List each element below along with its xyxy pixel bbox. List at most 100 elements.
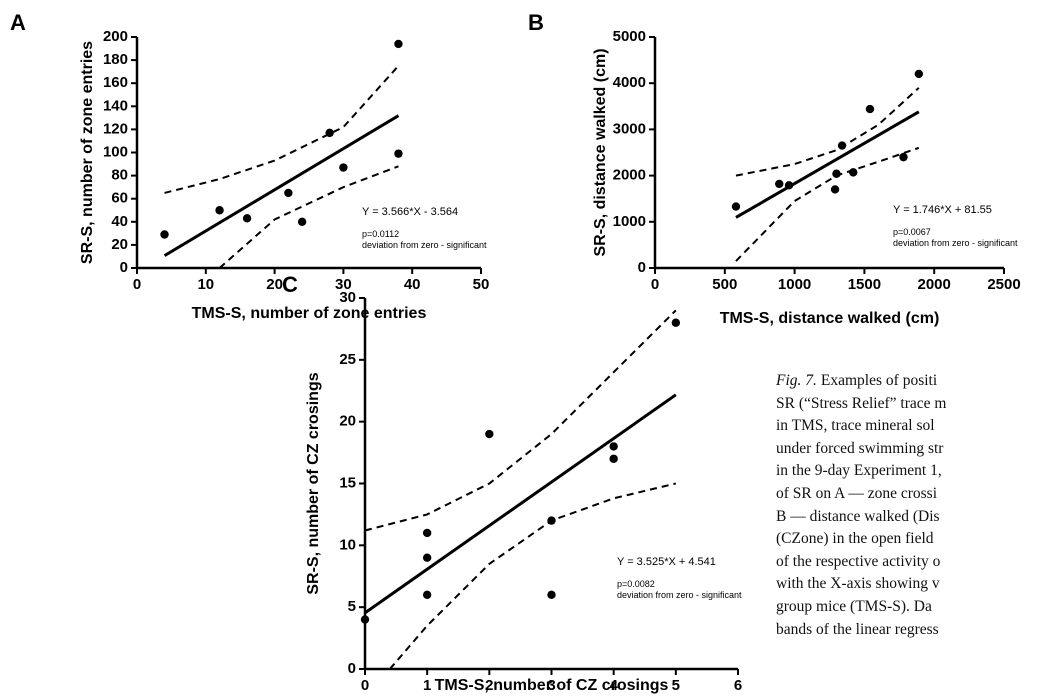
x-axis-title: TMS-S, number of zone entries [192, 305, 427, 322]
x-tick-label: 2500 [987, 276, 1020, 293]
y-tick-label: 3000 [613, 120, 646, 137]
x-tick-label: 20 [266, 276, 283, 293]
x-tick-label: 5 [672, 677, 680, 694]
x-tick-label: 30 [335, 276, 352, 293]
regression-line [735, 110, 920, 219]
panel-label: B [528, 10, 544, 35]
y-tick-label: 180 [103, 51, 128, 68]
y-tick-label: 10 [339, 536, 356, 553]
data-point [830, 185, 840, 194]
annotation: p=0.0112 [362, 229, 399, 239]
caption: Fig. 7. Examples of positi SR (“Stress Rel… [776, 370, 1051, 641]
data-point [360, 615, 370, 624]
x-tick-label: 0 [133, 276, 141, 293]
x-tick-label: 2000 [918, 276, 951, 293]
caption-label: Fig. 7. [776, 372, 817, 389]
caption-line: (CZone) in the open field [776, 528, 1051, 551]
y-tick-label: 30 [339, 289, 356, 306]
y-axis-title: SR-S, distance walked (cm) [592, 48, 609, 256]
data-point [284, 188, 293, 198]
y-tick-label: 4000 [613, 74, 646, 91]
y-tick-label: 1000 [613, 213, 646, 230]
confidence-band-lower [218, 165, 399, 269]
y-tick-label: 140 [103, 97, 128, 114]
data-point [547, 590, 556, 599]
caption-text: bands of the linear regress [776, 620, 939, 638]
y-tick-label: 120 [103, 120, 128, 137]
y-tick-label: 5 [348, 598, 356, 615]
y-tick-label: 40 [111, 213, 128, 230]
y-tick-label: 100 [103, 143, 128, 160]
x-tick-label: 3 [547, 677, 555, 694]
annotation: deviation from zero - significant [893, 238, 1018, 248]
confidence-band-upper [735, 87, 920, 177]
data-point [899, 152, 908, 162]
annotation: Y = 1.746*X + 81.55 [893, 204, 992, 216]
caption-line: of SR on A — zone crossi [776, 483, 1051, 506]
data-point [422, 528, 432, 538]
caption-text: (CZone) in the open field [776, 530, 934, 548]
caption-line: of the respective activity o [776, 551, 1051, 574]
data-point [865, 104, 875, 114]
confidence-band-upper [164, 65, 400, 194]
x-tick-label: 0 [651, 276, 659, 293]
data-point [837, 141, 847, 150]
x-axis-title: TMS-S, number of CZ crosings [435, 677, 669, 694]
x-tick-label: 500 [712, 276, 737, 293]
caption-text: SR (“Stress Relief” trace m [776, 394, 947, 412]
y-tick-label: 80 [111, 167, 128, 184]
regression-line [163, 114, 400, 257]
caption-text: group mice (TMS-S). Da [776, 597, 932, 615]
data-point [160, 230, 169, 239]
caption-line: Fig. 7. Examples of positi [776, 370, 1051, 393]
y-tick-label: 0 [348, 660, 356, 677]
data-point [849, 168, 858, 177]
data-point [485, 429, 494, 439]
caption-line: in TMS, trace mineral sol [776, 415, 1051, 438]
y-tick-label: 60 [111, 190, 128, 207]
data-point [775, 179, 784, 189]
data-point [242, 214, 252, 223]
data-point [832, 169, 841, 178]
x-tick-label: 10 [197, 276, 214, 293]
data-point [325, 128, 334, 138]
annotation: deviation from zero - significant [617, 590, 742, 600]
panel-label: A [10, 10, 26, 35]
caption-text: B — distance walked (Dis [776, 507, 940, 525]
data-point [394, 39, 403, 49]
x-tick-label: 1500 [848, 276, 881, 293]
caption-text: in the 9-day Experiment 1, [776, 462, 942, 480]
y-tick-label: 25 [339, 351, 356, 368]
caption-line: with the X-axis showing v [776, 573, 1051, 596]
data-point [394, 149, 403, 158]
caption-text: under forced swimming str [776, 439, 944, 457]
x-tick-label: 50 [473, 276, 490, 293]
data-point [547, 516, 556, 525]
caption-line: SR (“Stress Relief” trace m [776, 393, 1051, 416]
y-tick-label: 0 [638, 259, 646, 276]
data-point [609, 454, 618, 463]
y-tick-label: 160 [103, 74, 128, 91]
data-point [784, 181, 794, 190]
data-point [297, 217, 307, 226]
x-tick-label: 4 [609, 677, 618, 694]
caption-line: B — distance walked (Dis [776, 506, 1051, 529]
annotation: deviation from zero - significant [362, 240, 487, 250]
y-tick-label: 20 [339, 413, 356, 430]
caption-text: in TMS, trace mineral sol [776, 417, 935, 435]
caption-text: Examples of positi [820, 372, 938, 389]
data-point [422, 553, 432, 562]
panel-label: C [282, 272, 298, 297]
annotation: p=0.0082 [617, 579, 655, 589]
caption-line: under forced swimming str [776, 438, 1051, 461]
data-point [339, 163, 348, 172]
y-tick-label: 200 [103, 28, 128, 45]
data-point [215, 206, 224, 215]
y-tick-label: 15 [339, 474, 356, 491]
caption-text: with the X-axis showing v [776, 575, 940, 593]
y-tick-label: 2000 [613, 167, 646, 184]
data-point [609, 442, 618, 451]
data-point [671, 318, 681, 327]
